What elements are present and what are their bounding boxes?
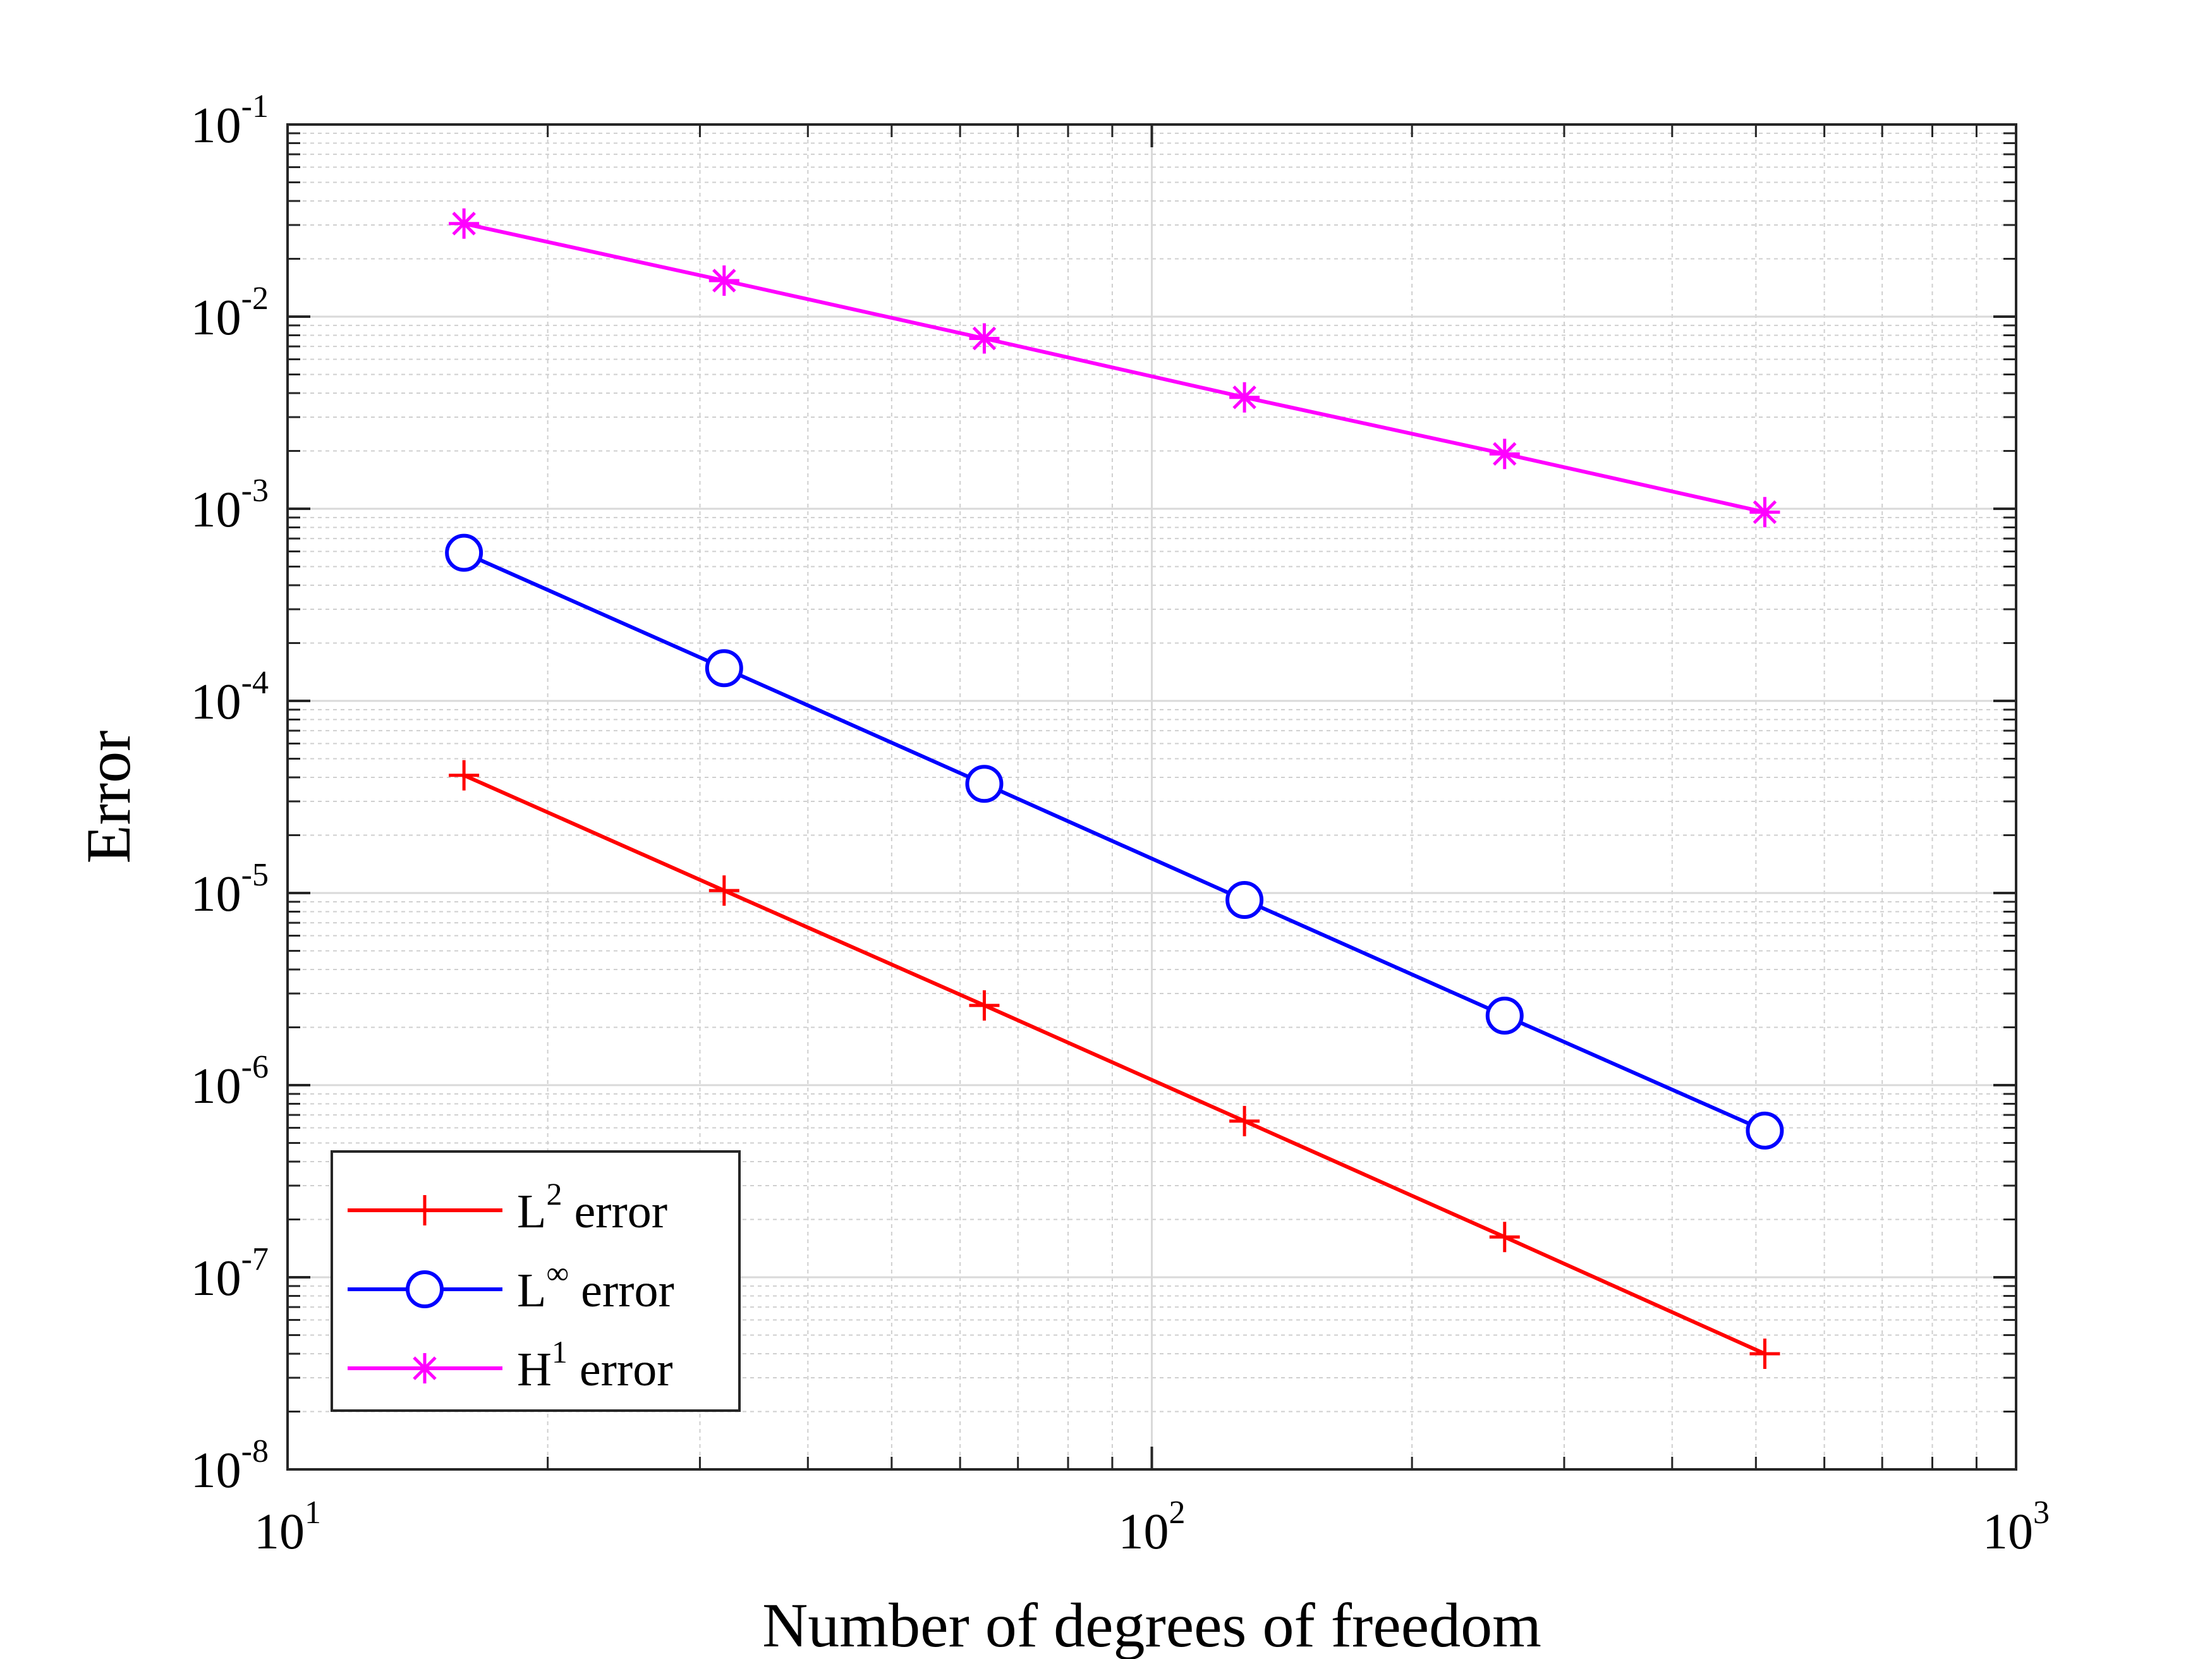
- plus-marker: [1489, 1222, 1520, 1253]
- y-tick-label: 10-4: [191, 665, 269, 730]
- circle-marker: [705, 649, 743, 688]
- y-tick-label: 10-2: [191, 281, 269, 346]
- y-tick-label: 10-1: [191, 88, 269, 154]
- y-tick-label: 10-8: [191, 1433, 269, 1498]
- x-axis-label: Number of degrees of freedom: [762, 1590, 1541, 1659]
- series-line-linf: [463, 550, 1766, 1133]
- x-tick-labels: 101 102 103: [254, 1495, 2050, 1560]
- axis-ticks: [286, 123, 2017, 1471]
- plus-marker: [449, 760, 480, 791]
- y-tick-label: 10-3: [191, 473, 269, 538]
- series-line-l2: [463, 773, 1766, 1356]
- circle-marker: [1746, 1111, 1784, 1150]
- y-axis-label: Error: [73, 731, 143, 864]
- asterisk-marker: [969, 323, 1000, 354]
- y-tick-labels: 10-1 10-2 10-3 10-4 10-5 10-6 10-7 10-8: [191, 88, 269, 1498]
- legend-item-h1: H1 error: [348, 1334, 673, 1396]
- asterisk-marker: [708, 265, 739, 296]
- legend-label: L2 error: [517, 1176, 667, 1238]
- y-tick-label: 10-7: [191, 1241, 269, 1306]
- asterisk-marker: [1489, 439, 1520, 470]
- circle-marker: [1485, 997, 1524, 1035]
- circle-marker: [445, 533, 483, 572]
- circle-marker: [965, 765, 1004, 803]
- series-line-h1: [463, 221, 1766, 514]
- x-tick-label: 101: [254, 1495, 321, 1560]
- legend: L2 error L∞ error H1 error: [331, 1150, 741, 1412]
- circle-marker: [406, 1270, 444, 1308]
- circle-marker: [1225, 881, 1264, 920]
- plus-marker: [969, 990, 1000, 1021]
- plus-marker: [410, 1195, 440, 1225]
- x-tick-label: 103: [1983, 1495, 2050, 1560]
- y-tick-label: 10-5: [191, 857, 269, 922]
- legend-item-linf: L∞ error: [348, 1255, 674, 1317]
- legend-label: L∞ error: [517, 1255, 674, 1317]
- asterisk-marker: [1229, 382, 1260, 413]
- series-l2: [449, 760, 1780, 1369]
- x-tick-label: 102: [1119, 1495, 1186, 1560]
- plus-marker: [1749, 1338, 1780, 1369]
- plus-marker: [708, 875, 739, 906]
- series-linf: [445, 533, 1784, 1150]
- legend-label: H1 error: [517, 1334, 673, 1396]
- y-tick-label: 10-6: [191, 1049, 269, 1114]
- asterisk-marker: [1749, 497, 1780, 528]
- plus-marker: [1229, 1105, 1260, 1136]
- asterisk-marker: [410, 1353, 440, 1383]
- series-h1: [449, 208, 1780, 528]
- asterisk-marker: [449, 208, 480, 239]
- series-layer: [445, 208, 1784, 1369]
- legend-item-l2: L2 error: [348, 1176, 667, 1238]
